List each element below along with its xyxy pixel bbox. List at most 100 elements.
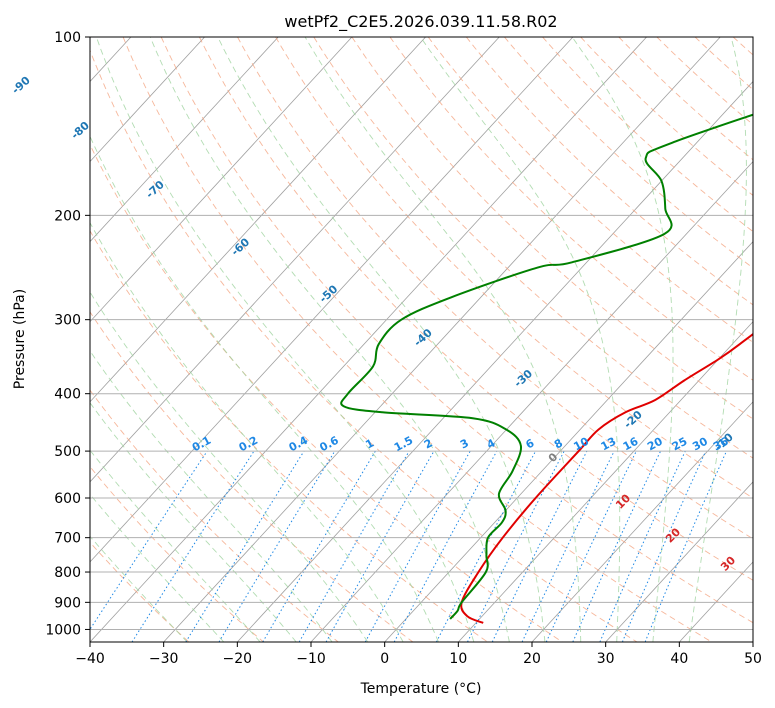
x-tick-label: 40 [670, 651, 688, 667]
dry-adiabat-line [313, 37, 753, 459]
dry-adiabat-line [90, 541, 190, 642]
moist-adiabat-line [420, 37, 621, 642]
isotherm-line [458, 321, 753, 642]
moist-adiabat-line [90, 291, 369, 642]
dry-adiabat-line [237, 37, 753, 540]
y-tick-label: 1000 [45, 622, 81, 638]
dry-adiabat-line [504, 37, 753, 269]
moist-adiabat-line [688, 37, 747, 642]
dry-adiabat-label: -60 [229, 235, 253, 258]
mixing-ratio-label: 10 [571, 435, 591, 454]
mixing-ratio-line [621, 450, 707, 642]
moist-adiabat-line [149, 37, 510, 642]
y-axis-label: Pressure (hPa) [12, 289, 28, 389]
mixing-ratio-line [467, 450, 565, 642]
dry-adiabat-label: -20 [621, 408, 645, 431]
dry-adiabat-line [389, 37, 753, 381]
y-tick-label: 900 [54, 595, 81, 611]
x-axis: −40 −30 −20 −10 0 10 20 30 40 50 [75, 642, 762, 667]
moist-adiabat-line [90, 350, 333, 642]
isotherm-line [90, 37, 574, 563]
dry-adiabat-line [90, 229, 488, 642]
isotherm-line [605, 481, 753, 642]
moist-adiabat-line [304, 37, 582, 642]
mixing-ratio-line [393, 450, 498, 642]
moist-adiabat-line [95, 37, 475, 642]
x-tick-label: 10 [449, 651, 467, 667]
isotherm-line [90, 37, 647, 642]
dry-adiabat-line [90, 311, 414, 642]
mixing-ratio-label: 20 [645, 435, 665, 454]
isotherm-line [384, 241, 753, 642]
x-tick-label: 30 [597, 651, 615, 667]
isotherm-line [90, 37, 426, 403]
y-tick-label: 300 [54, 313, 81, 329]
dry-adiabat-label: -50 [317, 282, 341, 305]
moist-adiabat-line [90, 135, 439, 642]
y-tick-label: 400 [54, 387, 81, 403]
dewpoint-profile [340, 113, 753, 620]
moist-adiabat-label: 20 [663, 525, 683, 545]
y-tick-label: 100 [54, 30, 81, 46]
dry-adiabat-line [771, 37, 775, 642]
isotherm-line [90, 37, 205, 163]
x-axis-label: Temperature (°C) [360, 681, 482, 697]
isotherm-line [163, 37, 721, 642]
x-tick-label: −10 [296, 651, 326, 667]
dry-adiabat-label: -90 [9, 74, 33, 97]
isotherm-line [237, 80, 753, 642]
moist-adiabat-line [217, 37, 546, 642]
mixing-ratio-line [599, 450, 686, 642]
dry-adiabat-line [542, 37, 753, 233]
dry-adiabat-label: -80 [69, 119, 93, 142]
isotherm-line [752, 641, 753, 642]
mixing-ratio-line [185, 450, 305, 642]
dry-adiabat-line [427, 37, 753, 343]
moist-adiabat-line [90, 402, 297, 642]
mixing-ratio-label: 25 [670, 435, 690, 454]
dry-adiabat-label: -30 [512, 367, 536, 390]
isotherm-line [531, 401, 753, 642]
x-tick-label: 0 [380, 651, 389, 667]
y-tick-label: 800 [54, 565, 81, 581]
isotherm-line [90, 37, 279, 243]
moist-adiabat-label: 40 [773, 582, 775, 602]
mixing-ratio-line [131, 450, 255, 642]
mixing-ratio-line [644, 450, 727, 642]
background-lines [0, 37, 775, 642]
dry-adiabat-line [160, 37, 753, 624]
x-tick-label: 20 [523, 651, 541, 667]
y-tick-label: 600 [54, 491, 81, 507]
dry-adiabat-line [198, 37, 753, 581]
mixing-ratio-label: 16 [621, 435, 641, 454]
moist-adiabat-label: 10 [613, 491, 633, 511]
mixing-ratio-line [262, 450, 376, 642]
dry-adiabat-label: -70 [143, 178, 167, 201]
dry-adiabat-line [465, 37, 753, 306]
x-tick-label: −30 [149, 651, 179, 667]
isotherm-line [0, 37, 57, 642]
isotherm-line [90, 37, 353, 323]
dry-adiabat-line [122, 37, 712, 642]
chart-title: wetPf2_C2E5.2026.039.11.58.R02 [284, 12, 557, 32]
dry-adiabat-line [694, 37, 753, 91]
pressure-gridlines [90, 37, 753, 630]
dry-adiabat-line [90, 465, 264, 642]
temperature-profile [460, 332, 753, 624]
y-axis: 100 200 300 400 500 600 700 800 900 1000 [45, 30, 90, 638]
dry-adiabat-line [90, 49, 638, 642]
mixing-ratio-label: 30 [690, 435, 710, 454]
moist-adiabat-line [90, 493, 225, 642]
isotherm-line [90, 37, 500, 483]
y-tick-label: 200 [54, 208, 81, 224]
mixing-ratio-label: 8 [552, 436, 565, 451]
mixing-ratio-line [545, 450, 637, 642]
mixing-ratio-line [491, 450, 588, 642]
dry-adiabat-line [732, 37, 753, 56]
profile-lines [340, 113, 753, 624]
dry-adiabat-label: -40 [411, 326, 435, 349]
y-tick-label: 700 [54, 531, 81, 547]
mixing-ratio-line [572, 450, 662, 642]
mixing-ratio-line [218, 450, 336, 642]
